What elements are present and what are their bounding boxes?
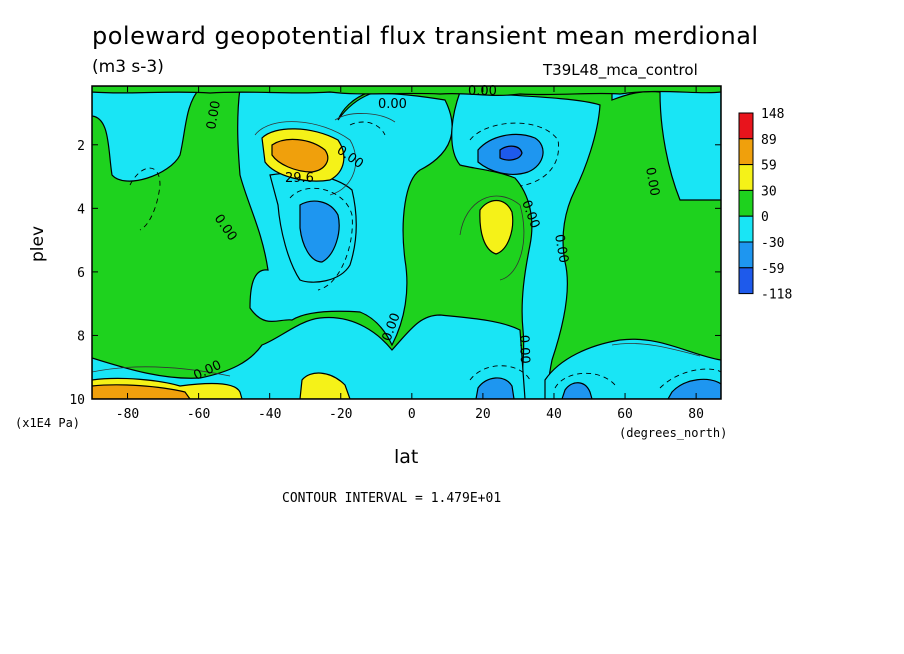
colorbar-label: -118 bbox=[761, 288, 792, 303]
x-tick-label: -60 bbox=[187, 407, 210, 422]
x-tick-label: -80 bbox=[116, 407, 139, 422]
x-tick-label: -40 bbox=[258, 407, 281, 422]
fill-region-blue bbox=[667, 378, 721, 399]
x-axis-label: lat bbox=[394, 446, 419, 468]
y-axis-unit: (x1E4 Pa) bbox=[15, 416, 81, 430]
colorbar: 148 89 59 30 0 -30 -59 -118 bbox=[738, 107, 792, 303]
contour-field bbox=[92, 86, 721, 399]
x-tick-label: 0 bbox=[408, 407, 416, 422]
colorbar-label: 59 bbox=[761, 159, 777, 174]
colorbar-swatch bbox=[738, 215, 754, 243]
contour-label: 0.00 bbox=[642, 166, 662, 197]
x-axis: -80 -60 -40 -20 0 20 40 60 80 bbox=[116, 86, 704, 422]
y-axis: 2 4 6 8 10 bbox=[69, 139, 721, 408]
x-tick-label: -20 bbox=[329, 407, 352, 422]
fill-region-cyan bbox=[92, 314, 526, 399]
contour-label: 0.00 bbox=[551, 233, 571, 264]
x-tick-label: 80 bbox=[688, 407, 704, 422]
contour-interval-label: CONTOUR INTERVAL = 1.479E+01 bbox=[282, 491, 502, 506]
thin-contour bbox=[92, 366, 231, 377]
y-tick-label: 10 bbox=[69, 393, 85, 408]
dashed-contour bbox=[289, 187, 353, 291]
fill-region-blue bbox=[561, 382, 593, 399]
contour-label: 29.6 bbox=[285, 171, 314, 186]
chart-title: poleward geopotential flux transient mea… bbox=[92, 22, 759, 50]
fill-region-top-band bbox=[92, 86, 721, 96]
x-tick-label: 20 bbox=[475, 407, 491, 422]
y-tick-label: 6 bbox=[77, 266, 85, 281]
fill-region-blue bbox=[299, 200, 340, 263]
dashed-contours bbox=[129, 121, 721, 389]
x-axis-unit: (degrees_north) bbox=[619, 426, 728, 440]
contour-label: 0.00 bbox=[378, 97, 407, 112]
colorbar-swatch bbox=[738, 241, 754, 269]
thin-contours bbox=[92, 113, 701, 377]
colorbar-swatch bbox=[738, 138, 754, 166]
fill-region-cyan bbox=[544, 338, 721, 399]
x-tick-label: 40 bbox=[546, 407, 562, 422]
fill-region-orange bbox=[271, 138, 329, 173]
fill-region-yellow bbox=[479, 199, 514, 255]
thin-contour bbox=[611, 343, 701, 357]
y-tick-label: 4 bbox=[77, 202, 85, 217]
plot-frame bbox=[91, 85, 722, 400]
y-tick-label: 8 bbox=[77, 329, 85, 344]
fill-region-blue bbox=[475, 377, 515, 399]
dashed-contour bbox=[469, 365, 531, 381]
colorbar-label: 89 bbox=[761, 133, 777, 148]
x-tick-label: 60 bbox=[617, 407, 633, 422]
thin-contour bbox=[459, 195, 525, 281]
contour-label: 0.00 bbox=[204, 100, 224, 131]
dashed-contour bbox=[349, 121, 386, 136]
thin-contour bbox=[254, 121, 357, 196]
colorbar-label: -30 bbox=[761, 236, 784, 251]
dashed-contour bbox=[129, 167, 161, 231]
thin-contour bbox=[334, 113, 396, 123]
colorbar-swatch bbox=[738, 112, 754, 140]
colorbar-label: 148 bbox=[761, 107, 784, 122]
colorbar-swatch bbox=[738, 189, 754, 217]
colorbar-label: -59 bbox=[761, 262, 784, 277]
chart-units: (m3 s-3) bbox=[92, 57, 164, 77]
colorbar-swatch bbox=[738, 267, 754, 295]
fill-region-darkblue bbox=[499, 145, 523, 161]
fill-region-cyan bbox=[611, 86, 721, 201]
fill-region-orange bbox=[92, 384, 191, 399]
colorbar-swatch bbox=[738, 164, 754, 191]
colorbar-label: 0 bbox=[761, 210, 769, 225]
dashed-contour bbox=[659, 368, 721, 389]
y-tick-label: 2 bbox=[77, 139, 85, 154]
experiment-label: T39L48_mca_control bbox=[543, 61, 698, 79]
fill-region-yellow bbox=[299, 372, 351, 399]
colorbar-label: 30 bbox=[761, 184, 777, 199]
contour-label: 0.00 bbox=[516, 335, 532, 364]
fill-region-cyan bbox=[92, 87, 453, 347]
